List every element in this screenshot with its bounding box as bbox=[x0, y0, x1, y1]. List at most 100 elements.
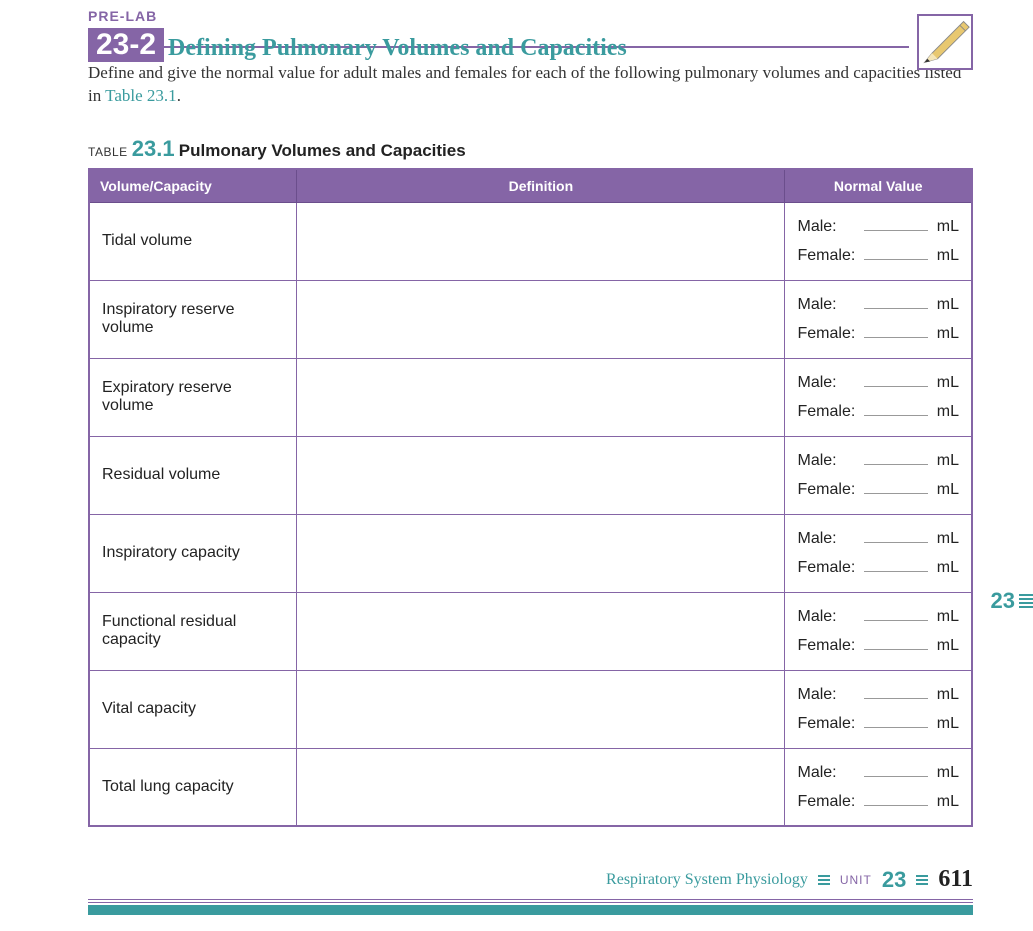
value-unit: mL bbox=[937, 296, 959, 314]
value-unit: mL bbox=[937, 325, 959, 343]
table-caption: TABLE 23.1 Pulmonary Volumes and Capacit… bbox=[88, 136, 973, 162]
value-blank-male[interactable] bbox=[864, 295, 927, 309]
section-number: 23-2 bbox=[88, 28, 164, 62]
table-number: 23.1 bbox=[132, 136, 175, 161]
value-unit: mL bbox=[937, 715, 959, 733]
value-unit: mL bbox=[937, 247, 959, 265]
footer-bar: Respiratory System Physiology UNIT 23 61… bbox=[0, 862, 1033, 897]
value-blank-male[interactable] bbox=[864, 685, 927, 699]
section-title: Defining Pulmonary Volumes and Capacitie… bbox=[168, 35, 973, 62]
value-label-female: Female: bbox=[797, 247, 855, 265]
row-name-cell: Total lung capacity bbox=[89, 748, 297, 826]
value-blank-female[interactable] bbox=[864, 792, 927, 806]
normal-value-cell: Male: mL Female: mL bbox=[785, 670, 972, 748]
value-blank-female[interactable] bbox=[864, 558, 927, 572]
value-blank-male[interactable] bbox=[864, 373, 927, 387]
page-footer: Respiratory System Physiology UNIT 23 61… bbox=[0, 862, 1033, 915]
table-row: Functional residual capacityMale:mLFemal… bbox=[89, 592, 972, 670]
table-header-row: Volume/Capacity Definition Normal Value bbox=[89, 169, 972, 203]
footer-unit-label: UNIT bbox=[840, 873, 872, 887]
value-label-male: Male: bbox=[797, 608, 855, 626]
table-row: Tidal volume Male: mL Female: mL bbox=[89, 202, 972, 280]
footer-page-number: 611 bbox=[938, 866, 973, 893]
pulmonary-table: Volume/Capacity Definition Normal Value … bbox=[88, 168, 973, 828]
value-label-male: Male: bbox=[797, 764, 855, 782]
value-unit: mL bbox=[937, 637, 959, 655]
normal-value-cell: Male: mL Female: mL bbox=[785, 592, 972, 670]
footer-color-band bbox=[88, 897, 973, 915]
definition-cell[interactable] bbox=[297, 202, 785, 280]
table-row: Inspiratory capacity Male:mL Female: mL bbox=[89, 514, 972, 592]
row-name-cell: Inspiratory reserve volume bbox=[89, 280, 297, 358]
value-unit: mL bbox=[937, 481, 959, 499]
value-blank-male[interactable] bbox=[864, 217, 927, 231]
value-blank-female[interactable] bbox=[864, 324, 927, 338]
definition-cell[interactable] bbox=[297, 514, 785, 592]
side-tab-number: 23 bbox=[991, 588, 1015, 614]
value-line-male: Male:mL bbox=[797, 451, 959, 470]
instructions-after: . bbox=[177, 86, 181, 105]
value-line-male: Male:mL bbox=[797, 529, 959, 548]
value-label-male: Male: bbox=[797, 452, 855, 470]
value-blank-male[interactable] bbox=[864, 607, 927, 621]
value-blank-female[interactable] bbox=[864, 480, 927, 494]
definition-cell[interactable] bbox=[297, 280, 785, 358]
value-unit: mL bbox=[937, 530, 959, 548]
definition-cell[interactable] bbox=[297, 592, 785, 670]
value-blank-male[interactable] bbox=[864, 529, 927, 543]
value-label-male: Male: bbox=[797, 296, 855, 314]
value-blank-female[interactable] bbox=[864, 246, 927, 260]
table-row: Total lung capacityMale:mLFemale:mL bbox=[89, 748, 972, 826]
value-blank-female[interactable] bbox=[864, 402, 927, 416]
col-header-definition: Definition bbox=[297, 169, 785, 203]
normal-value-cell: Male: mL Female: mL bbox=[785, 280, 972, 358]
footer-separator-icon bbox=[916, 875, 928, 885]
value-label-male: Male: bbox=[797, 218, 855, 236]
value-unit: mL bbox=[937, 608, 959, 626]
value-blank-female[interactable] bbox=[864, 636, 927, 650]
col-header-volume: Volume/Capacity bbox=[89, 169, 297, 203]
value-unit: mL bbox=[937, 686, 959, 704]
value-label-female: Female: bbox=[797, 403, 855, 421]
row-name-cell: Expiratory reserve volume bbox=[89, 358, 297, 436]
value-line-male: Male: mL bbox=[797, 763, 959, 782]
definition-cell[interactable] bbox=[297, 748, 785, 826]
definition-cell[interactable] bbox=[297, 670, 785, 748]
page-content: PRE-LAB 23-2 Defining Pulmonary Volumes … bbox=[0, 0, 1033, 827]
value-blank-female[interactable] bbox=[864, 714, 927, 728]
value-blank-male[interactable] bbox=[864, 763, 927, 777]
normal-value-cell: Male:mLFemale:mL bbox=[785, 358, 972, 436]
definition-cell[interactable] bbox=[297, 436, 785, 514]
value-line-female: Female: mL bbox=[797, 558, 959, 577]
value-line-female: Female:mL bbox=[797, 480, 959, 499]
table-row: Residual volumeMale:mLFemale:mL bbox=[89, 436, 972, 514]
value-line-male: Male: mL bbox=[797, 607, 959, 626]
side-tab-lines-icon bbox=[1019, 594, 1033, 608]
row-name-cell: Tidal volume bbox=[89, 202, 297, 280]
value-blank-male[interactable] bbox=[864, 451, 927, 465]
definition-cell[interactable] bbox=[297, 358, 785, 436]
row-name-cell: Vital capacity bbox=[89, 670, 297, 748]
side-chapter-tab: 23 bbox=[991, 588, 1033, 614]
instructions-before: Define and give the normal value for adu… bbox=[88, 63, 961, 105]
row-name-cell: Residual volume bbox=[89, 436, 297, 514]
normal-value-cell: Male:mLFemale:mL bbox=[785, 748, 972, 826]
value-line-male: Male: mL bbox=[797, 217, 959, 236]
table-row: Inspiratory reserve volume Male: mL Female:… bbox=[89, 280, 972, 358]
value-line-male: Male: mL bbox=[797, 295, 959, 314]
value-label-female: Female: bbox=[797, 715, 855, 733]
value-line-male: Male: mL bbox=[797, 685, 959, 704]
value-label-female: Female: bbox=[797, 325, 855, 343]
value-unit: mL bbox=[937, 218, 959, 236]
value-line-female: Female: mL bbox=[797, 636, 959, 655]
value-label-female: Female: bbox=[797, 637, 855, 655]
value-unit: mL bbox=[937, 559, 959, 577]
normal-value-cell: Male:mLFemale:mL bbox=[785, 436, 972, 514]
prelab-label: PRE-LAB bbox=[88, 8, 973, 24]
footer-chapter-title: Respiratory System Physiology bbox=[606, 871, 808, 889]
value-label-female: Female: bbox=[797, 559, 855, 577]
value-label-male: Male: bbox=[797, 686, 855, 704]
row-name-cell: Inspiratory capacity bbox=[89, 514, 297, 592]
value-unit: mL bbox=[937, 793, 959, 811]
value-unit: mL bbox=[937, 764, 959, 782]
